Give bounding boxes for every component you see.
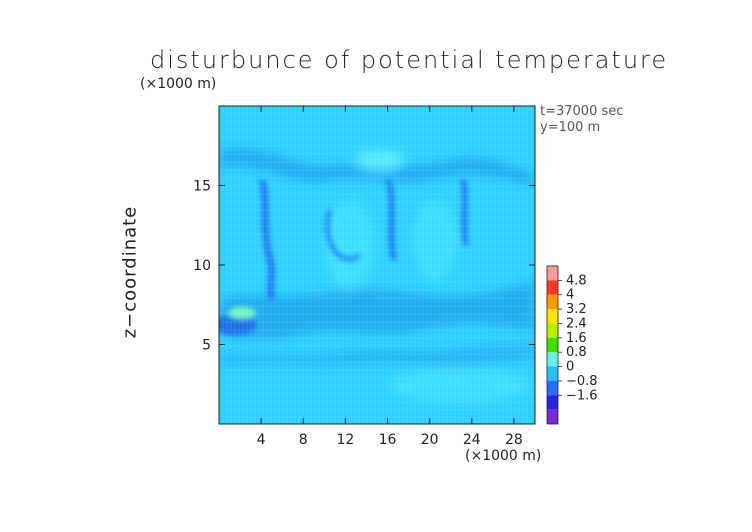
field-mesh <box>219 106 535 424</box>
y-position-label: y=100 m <box>540 120 601 135</box>
cool-column-3 <box>460 179 469 246</box>
x-tick-label: 24 <box>463 432 481 448</box>
y-axis: 5 10 15 <box>193 179 535 354</box>
cool-column-1 <box>258 178 276 301</box>
y-axis-unit: (×1000 m) <box>140 76 217 92</box>
colorbar-label: 0.8 <box>566 345 587 360</box>
colorbar-swatch <box>547 352 558 367</box>
colorbar-label: −0.8 <box>566 374 598 389</box>
x-tick-label: 20 <box>421 432 439 448</box>
colorbar-label: 2.4 <box>566 316 587 331</box>
time-label: t=37000 sec <box>540 104 624 119</box>
colorbar-label: 3.2 <box>566 302 587 317</box>
colorbar-swatch <box>547 294 558 310</box>
x-tick-label: 28 <box>505 432 523 448</box>
colorbar-swatch <box>547 323 558 338</box>
colorbar-swatch <box>547 309 558 324</box>
warm-region-top <box>355 150 405 170</box>
cool-band-lower <box>219 342 535 368</box>
colorbar-label: 4.8 <box>566 273 587 288</box>
cool-column-2 <box>385 179 397 261</box>
colorbar: 4.843.22.41.60.80−0.8−1.6 <box>546 265 598 425</box>
warm-region-bottom <box>390 367 530 403</box>
y-tick-label: 5 <box>202 338 211 354</box>
temperature-field <box>219 106 535 424</box>
colorbar-swatch <box>547 337 558 353</box>
y-tick-label: 10 <box>193 258 211 274</box>
x-tick-label: 16 <box>379 432 397 448</box>
chart-title: disturbunce of potential temperature <box>150 46 669 74</box>
x-axis: 4 8 12 16 20 24 28 <box>257 106 523 448</box>
colorbar-label: −1.6 <box>566 388 598 403</box>
warm-eddy-left <box>325 200 375 290</box>
colorbar-swatch <box>547 409 558 424</box>
x-tick-label: 4 <box>257 432 266 448</box>
colorbar-swatch <box>547 280 558 295</box>
colorbar-swatch <box>547 380 558 396</box>
x-tick-label: 8 <box>299 432 308 448</box>
warm-spot <box>228 307 256 319</box>
time-annotation: t=37000 sec y=100 m <box>540 104 623 136</box>
colorbar-swatch <box>547 366 558 381</box>
x-axis-unit: (×1000 m) <box>465 448 542 464</box>
colorbar-label: 0 <box>566 360 574 375</box>
colorbar-frame <box>546 265 559 425</box>
colorbar-swatch <box>547 266 558 281</box>
warm-eddy-right <box>413 200 457 280</box>
colorbar-swatch <box>547 395 558 410</box>
cool-band-middle <box>219 280 535 340</box>
y-tick-label: 15 <box>193 179 211 195</box>
cool-swirl <box>324 209 362 262</box>
x-tick-label: 12 <box>336 432 354 448</box>
colorbar-label: 1.6 <box>566 331 587 346</box>
cold-pool <box>219 315 257 335</box>
colorbar-label: 4 <box>566 288 574 303</box>
